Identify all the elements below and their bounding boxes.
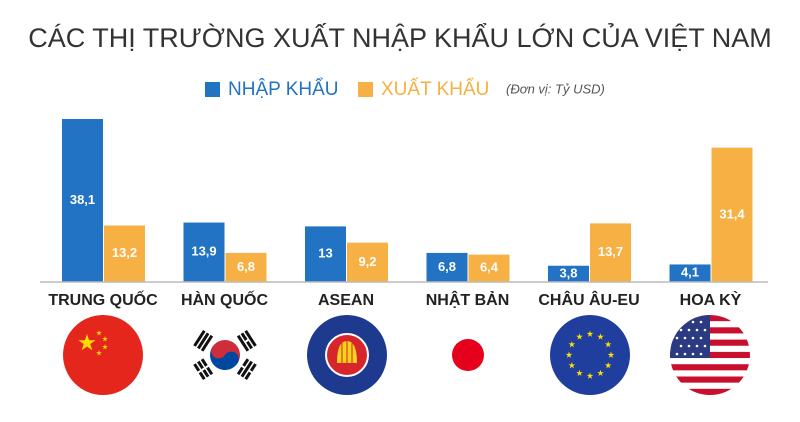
- flag-korea: [185, 315, 265, 395]
- data-label: 13,9: [191, 244, 216, 259]
- bar: [104, 225, 145, 282]
- data-label: 13: [318, 246, 332, 261]
- flag-china: [63, 315, 143, 395]
- bar: [426, 252, 468, 282]
- x-tick-label: HOA KỲ: [680, 290, 742, 309]
- bar: [468, 254, 510, 282]
- data-label: 6,8: [237, 259, 255, 274]
- bar: [62, 119, 103, 282]
- legend-label: XUẤT KHẨU: [381, 78, 489, 100]
- flag-asean: [307, 315, 387, 395]
- x-tick-label: CHÂU ÂU-EU: [538, 290, 639, 309]
- plot: TRUNG QUỐC 38,1 13,2 HÀN QUỐC 13,9 6,8 ASEAN 13…: [48, 119, 753, 309]
- x-tick-label: ASEAN: [318, 292, 374, 309]
- data-label: 3,8: [559, 265, 577, 280]
- data-label: 13,2: [112, 245, 137, 260]
- flag-japan: [428, 315, 508, 395]
- chart-title: CÁC THỊ TRƯỜNG XUẤT NHẬP KHẨU LỚN CỦA VI…: [28, 21, 772, 53]
- bar: [548, 265, 589, 282]
- bar: [711, 147, 753, 282]
- bar: [669, 264, 711, 282]
- bar: [305, 226, 346, 282]
- legend-swatch: [358, 82, 373, 97]
- bar: [225, 252, 267, 282]
- legend-swatch: [205, 82, 220, 97]
- x-tick-label: TRUNG QUỐC: [48, 289, 158, 309]
- data-label: 9,2: [358, 254, 376, 269]
- data-label: 6,8: [438, 259, 456, 274]
- legend: NHẬP KHẨU XUẤT KHẨU: [205, 78, 489, 100]
- data-label: 38,1: [70, 192, 95, 207]
- flag-usa: [670, 315, 750, 395]
- bar: [590, 223, 631, 282]
- x-tick-label: NHẬT BẢN: [426, 290, 510, 309]
- legend-label: NHẬP KHẨU: [228, 78, 339, 100]
- bar: [183, 222, 225, 282]
- data-label: 31,4: [719, 206, 745, 221]
- subtitle: (Đơn vị: Tỷ USD): [506, 81, 605, 96]
- data-label: 4,1: [681, 265, 699, 280]
- x-tick-label: HÀN QUỐC: [181, 289, 269, 309]
- bar: [347, 242, 388, 282]
- data-label: 6,4: [480, 260, 499, 275]
- data-label: 13,7: [598, 244, 623, 259]
- flag-eu: [550, 315, 630, 395]
